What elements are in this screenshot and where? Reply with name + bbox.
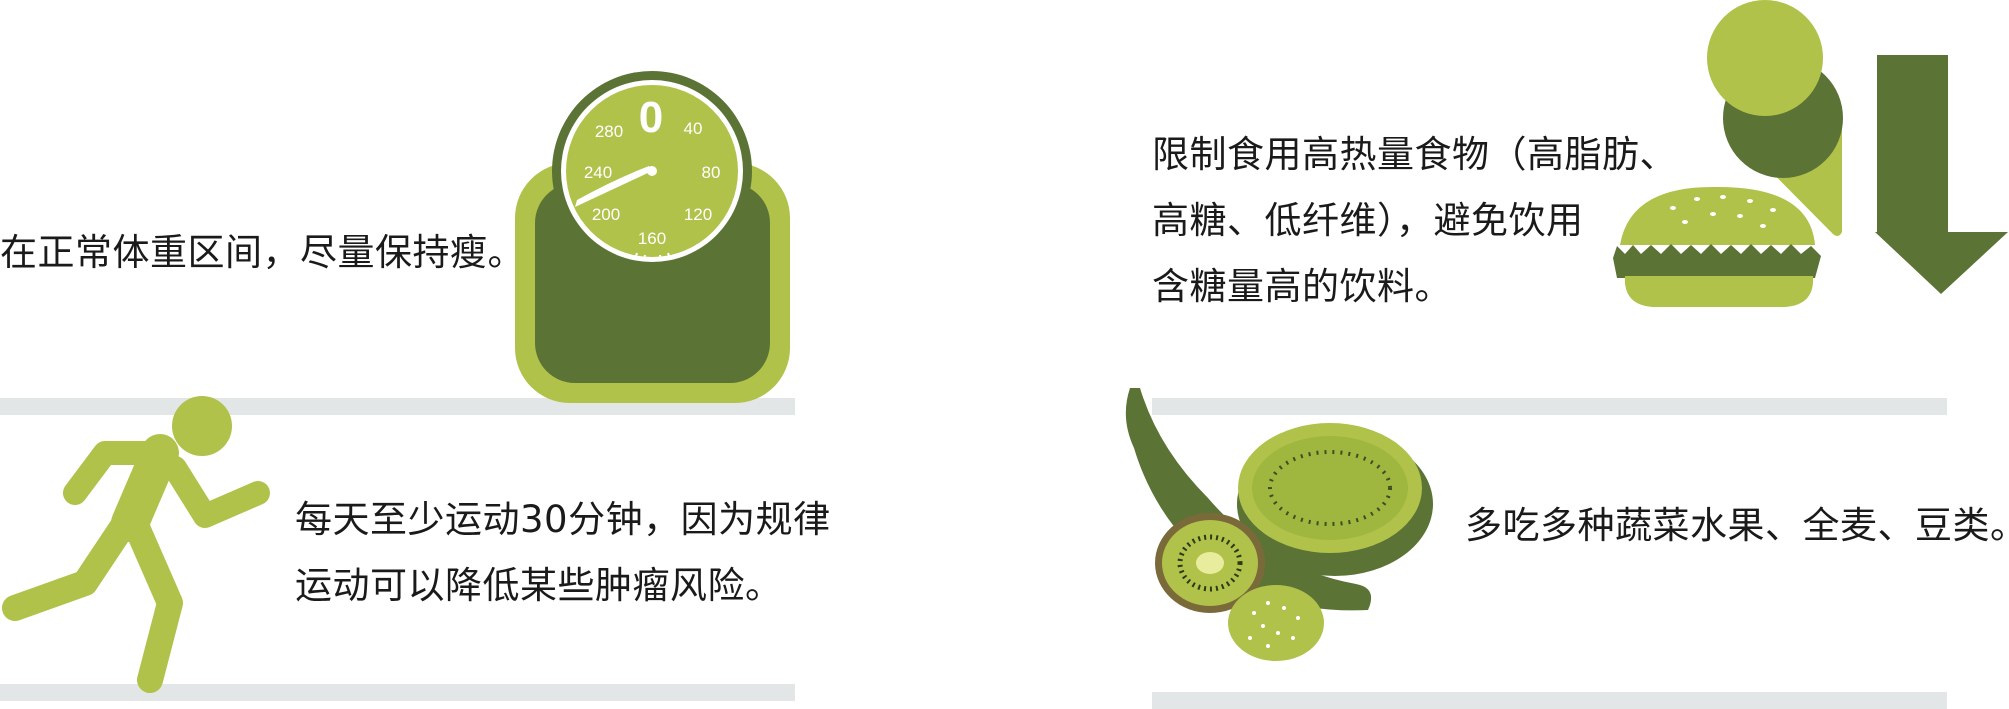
produce-tip-text: 多吃多种蔬菜水果、全麦、豆类。 — [1465, 493, 2009, 559]
melon-inner — [1252, 436, 1408, 540]
dial-label-160: 160 — [638, 229, 666, 248]
exercise-tip-line-1: 每天至少运动30分钟，因为规律 — [295, 498, 831, 541]
produce-tip-line-1: 多吃多种蔬菜水果、全麦、豆类。 — [1465, 504, 2009, 547]
runner-front-leg — [122, 510, 183, 693]
runner-back-arm — [63, 441, 172, 505]
dial-label-40: 40 — [684, 119, 703, 138]
dial-label-200: 200 — [592, 205, 620, 224]
diet-tip-text: 限制食用高热量食物（高脂肪、 高糖、低纤维），避免饮用 含糖量高的饮料。 — [1152, 122, 1677, 320]
strawberry-seeds — [1248, 601, 1300, 648]
burger-top-bun — [1620, 186, 1815, 245]
fruit-vegetable-icon — [1125, 388, 1433, 661]
running-person-icon — [2, 396, 270, 693]
weight-tip-text: 在正常体重区间，尽量保持瘦。 — [0, 220, 525, 286]
kiwi-seeds-ring — [1177, 534, 1243, 592]
dial-label-80: 80 — [702, 163, 721, 182]
scale-dial-ticks — [634, 252, 671, 261]
dial-label-120: 120 — [684, 205, 712, 224]
runner-head — [172, 396, 232, 456]
exercise-tip-line-2: 运动可以降低某些肿瘤风险。 — [295, 564, 783, 607]
down-arrow — [1875, 55, 2008, 294]
diet-tip-line-1: 限制食用高热量食物（高脂肪、 — [1152, 133, 1677, 176]
dial-label-280: 280 — [595, 122, 623, 141]
burger-sesame-seeds — [1670, 195, 1776, 228]
dial-label-0: 0 — [639, 93, 663, 142]
divider-bottom-right — [1152, 692, 1947, 709]
weight-tip-line-1: 在正常体重区间，尽量保持瘦。 — [0, 231, 525, 274]
strawberry-body — [1228, 585, 1324, 661]
divider-bottom-left — [0, 684, 795, 701]
strawberry-leaves — [1268, 560, 1340, 603]
bathroom-scale-icon: 0 40 80 120 160 200 240 280 — [515, 71, 790, 403]
burger-lettuce — [1613, 244, 1821, 278]
burger-bottom-bun — [1624, 276, 1814, 307]
kiwi-core — [1196, 552, 1224, 574]
scale-dial-needle — [575, 166, 652, 207]
runner-back-leg — [2, 510, 138, 621]
icecream-scoop-light — [1707, 0, 1823, 116]
burger-icecream-down-arrow-icon — [1613, 0, 2008, 307]
runner-front-arm — [163, 456, 270, 528]
dial-label-240: 240 — [584, 163, 612, 182]
scale-dial-pivot — [647, 166, 657, 176]
exercise-tip-text: 每天至少运动30分钟，因为规律 运动可以降低某些肿瘤风险。 — [295, 487, 831, 619]
melon-seeds-ring — [1268, 450, 1392, 526]
diet-tip-line-3: 含糖量高的饮料。 — [1152, 265, 1452, 308]
diet-tip-line-2: 高糖、低纤维），避免饮用 — [1152, 199, 1584, 242]
divider-top-right — [1152, 398, 1947, 415]
